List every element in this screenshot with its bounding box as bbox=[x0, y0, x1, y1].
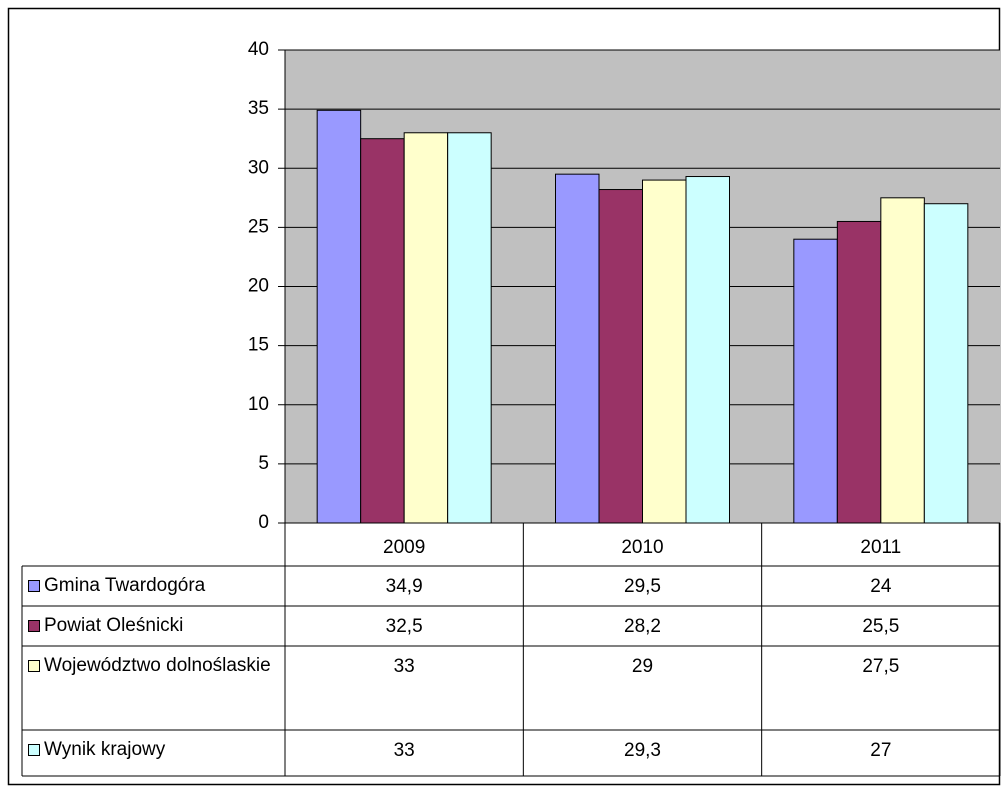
table-value: 29,3 bbox=[624, 740, 661, 761]
table-value: 27,5 bbox=[862, 656, 899, 677]
legend-key bbox=[28, 580, 40, 592]
bar bbox=[447, 132, 492, 524]
legend-label-box: Województwo dolnoślaskie bbox=[44, 655, 271, 676]
bar bbox=[316, 109, 362, 524]
legend-key bbox=[28, 620, 40, 632]
table-value: 27 bbox=[870, 740, 891, 761]
legend-label-box: Gmina Twardogóra bbox=[44, 575, 206, 596]
x-tick-label: 2009 bbox=[383, 537, 425, 558]
bar bbox=[685, 176, 730, 524]
x-tick-label: 2010 bbox=[621, 537, 663, 558]
table-value: 24 bbox=[870, 576, 892, 597]
y-tick-label: 0 bbox=[258, 512, 269, 533]
legend-label: Województwo dolnoślaskie bbox=[44, 655, 271, 676]
legend-label-box: Powiat Oleśnicki bbox=[44, 615, 184, 636]
table-value: 34,9 bbox=[386, 576, 423, 597]
legend-label: Powiat Oleśnicki bbox=[44, 615, 184, 636]
legend-label-box: Wynik krajowy bbox=[44, 739, 166, 760]
y-tick-label: 25 bbox=[248, 216, 269, 237]
table-value: 33 bbox=[394, 656, 415, 677]
bar bbox=[923, 203, 969, 524]
table-value: 32,5 bbox=[386, 616, 423, 637]
y-tick-label: 30 bbox=[248, 157, 269, 178]
y-tick-label: 15 bbox=[248, 335, 269, 356]
y-tick-label: 10 bbox=[248, 394, 269, 415]
legend-key bbox=[28, 744, 40, 756]
bar bbox=[360, 138, 405, 524]
y-tick-label: 20 bbox=[248, 276, 269, 297]
legend-key bbox=[28, 660, 40, 672]
bar bbox=[793, 238, 838, 524]
legend-label: Wynik krajowy bbox=[44, 739, 166, 760]
table-value: 25,5 bbox=[862, 616, 899, 637]
y-tick-label: 5 bbox=[258, 453, 269, 474]
table-value: 33 bbox=[394, 740, 415, 761]
y-tick-label: 35 bbox=[248, 98, 269, 119]
y-tick-label: 40 bbox=[248, 39, 269, 60]
x-tick-label: 2011 bbox=[860, 537, 901, 558]
table-value: 28,2 bbox=[624, 616, 661, 637]
table-value: 29,5 bbox=[624, 576, 661, 597]
bar bbox=[555, 173, 600, 524]
bar bbox=[642, 179, 687, 524]
legend-label: Gmina Twardogóra bbox=[44, 575, 206, 596]
bar bbox=[403, 132, 449, 524]
table-value: 29 bbox=[632, 656, 653, 677]
bar bbox=[598, 189, 643, 524]
bar bbox=[836, 220, 882, 524]
bar bbox=[880, 197, 925, 524]
